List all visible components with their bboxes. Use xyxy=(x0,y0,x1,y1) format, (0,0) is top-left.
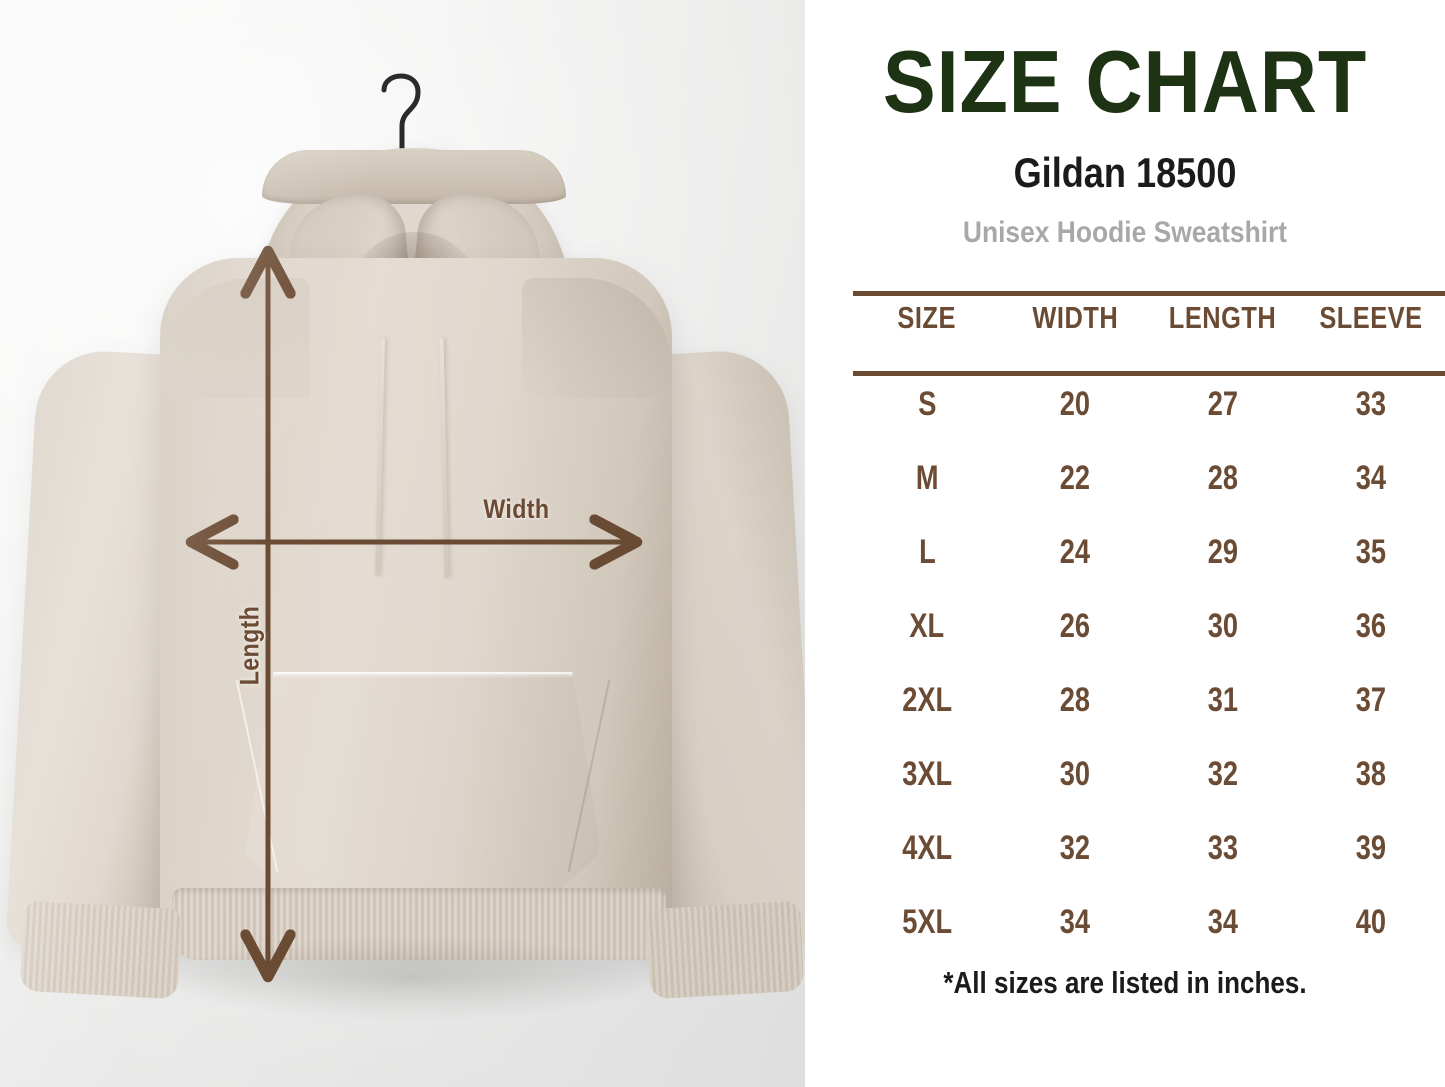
table-row: XL 26 30 36 xyxy=(853,589,1445,663)
product-photo-panel: Width Length xyxy=(0,0,805,1087)
cell-size: 5XL xyxy=(902,902,952,941)
cell-size: M xyxy=(915,458,939,497)
hanger-hook-icon xyxy=(372,62,432,175)
cell-length: 29 xyxy=(1207,532,1239,571)
table-row: 3XL 30 32 38 xyxy=(853,737,1445,811)
table-header-row: SIZE WIDTH LENGTH SLEEVE xyxy=(853,300,1445,354)
kangaroo-pocket xyxy=(245,672,601,904)
cell-width: 22 xyxy=(1059,458,1091,497)
cell-length: 31 xyxy=(1207,680,1239,719)
cell-length: 27 xyxy=(1207,384,1239,423)
cell-width: 24 xyxy=(1059,532,1091,571)
cell-size: 2XL xyxy=(902,680,952,719)
cell-length: 30 xyxy=(1207,606,1239,645)
cell-sleeve: 35 xyxy=(1355,532,1387,571)
hood-rim xyxy=(262,150,566,204)
cell-size: 3XL xyxy=(902,754,952,793)
table-rule-top xyxy=(853,291,1445,296)
cell-width: 34 xyxy=(1059,902,1091,941)
units-footnote: *All sizes are listed in inches. xyxy=(943,965,1307,1000)
drop-shadow xyxy=(70,930,750,1050)
column-header-width: WIDTH xyxy=(1032,300,1118,335)
measurement-arrows xyxy=(0,0,805,1087)
cell-length: 32 xyxy=(1207,754,1239,793)
product-name: Gildan 18500 xyxy=(1013,149,1237,196)
cell-sleeve: 40 xyxy=(1355,902,1387,941)
cell-sleeve: 33 xyxy=(1355,384,1387,423)
table-row: 4XL 32 33 39 xyxy=(853,811,1445,885)
product-type: Unisex Hoodie Sweatshirt xyxy=(962,216,1288,249)
cell-size: XL xyxy=(909,606,945,645)
cell-width: 32 xyxy=(1059,828,1091,867)
cell-sleeve: 39 xyxy=(1355,828,1387,867)
cell-length: 33 xyxy=(1207,828,1239,867)
table-row: 5XL 34 34 40 xyxy=(853,885,1445,959)
cell-sleeve: 36 xyxy=(1355,606,1387,645)
cell-size: L xyxy=(918,532,936,571)
width-measure-label: Width xyxy=(483,494,550,524)
cell-sleeve: 38 xyxy=(1355,754,1387,793)
column-header-sleeve: SLEEVE xyxy=(1319,300,1423,335)
cell-sleeve: 34 xyxy=(1355,458,1387,497)
column-header-length: LENGTH xyxy=(1169,300,1277,335)
cell-sleeve: 37 xyxy=(1355,680,1387,719)
table-row: 2XL 28 31 37 xyxy=(853,663,1445,737)
cell-length: 28 xyxy=(1207,458,1239,497)
cell-width: 20 xyxy=(1059,384,1091,423)
cell-width: 28 xyxy=(1059,680,1091,719)
size-chart-panel: SIZE CHART Gildan 18500 Unisex Hoodie Sw… xyxy=(805,0,1445,1087)
length-measure-label: Length xyxy=(234,605,265,686)
table-rule-header xyxy=(853,371,1445,376)
cell-width: 30 xyxy=(1059,754,1091,793)
table-row: S 20 27 33 xyxy=(853,354,1445,441)
table-row: L 24 29 35 xyxy=(853,515,1445,589)
cell-size: 4XL xyxy=(902,828,952,867)
page-title: SIZE CHART xyxy=(882,32,1368,131)
table-row: M 22 28 34 xyxy=(853,441,1445,515)
cell-length: 34 xyxy=(1207,902,1239,941)
size-table: SIZE WIDTH LENGTH SLEEVE S 20 27 33 M 22… xyxy=(853,300,1445,959)
column-header-size: SIZE xyxy=(897,300,957,335)
cell-width: 26 xyxy=(1059,606,1091,645)
cell-size: S xyxy=(917,384,937,423)
